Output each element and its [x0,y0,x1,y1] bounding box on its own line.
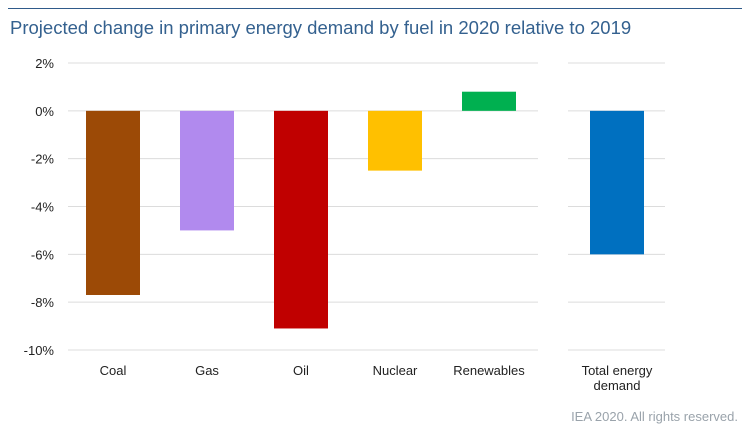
top-rule [8,8,742,9]
x-tick-label-total-energy-demand: Total energy demand [582,363,653,393]
y-tick-label: -4% [31,200,55,215]
y-tick-label: 0% [35,104,54,119]
chart-title: Projected change in primary energy deman… [10,17,632,38]
y-tick-label: -6% [31,247,55,262]
y-tick-label: 2% [35,56,54,71]
y-tick-label: -10% [24,343,55,358]
x-tick-label-coal: Coal [100,363,127,378]
bar-total-energy-demand [590,110,644,255]
y-tick-label: -2% [31,152,55,167]
copyright-footer: IEA 2020. All rights reserved. [571,409,738,424]
bar-gas [180,110,234,231]
x-tick-label-nuclear: Nuclear [373,363,418,378]
bar-nuclear [368,110,422,171]
bar-oil [274,110,328,329]
x-tick-label-renewables: Renewables [453,363,525,378]
x-tick-label-gas: Gas [195,363,219,378]
bar-coal [86,110,140,295]
x-tick-label-oil: Oil [293,363,309,378]
bar-renewables [462,91,516,111]
y-tick-label: -8% [31,295,55,310]
